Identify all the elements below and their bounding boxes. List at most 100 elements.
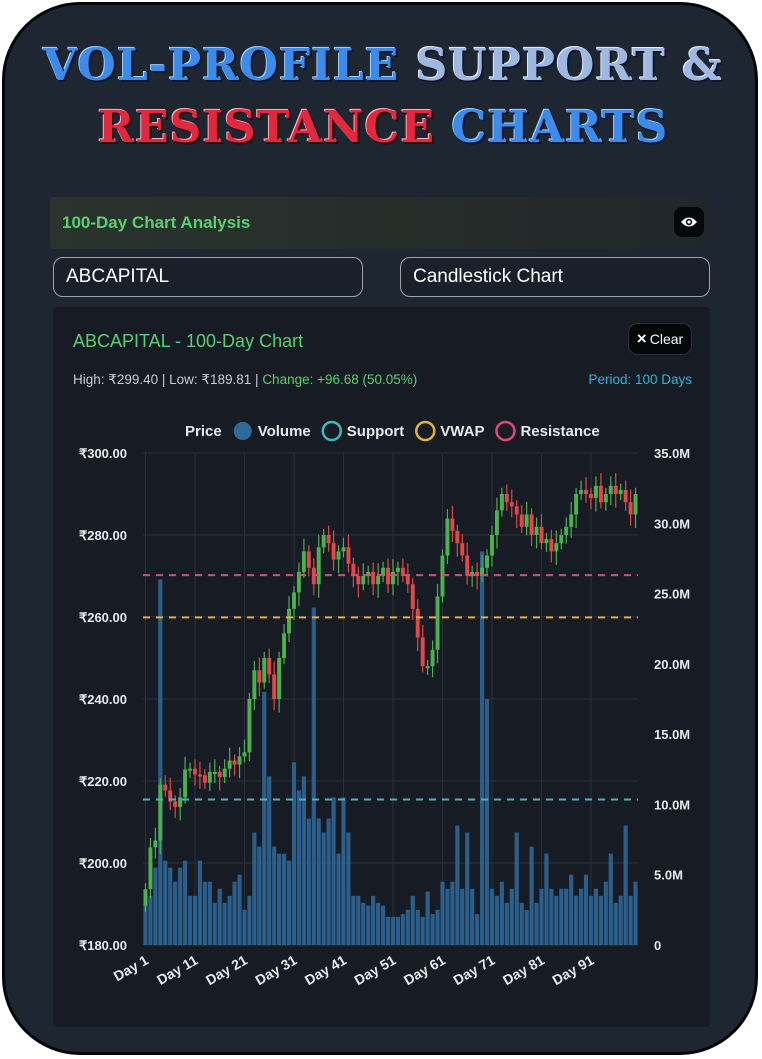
volume-bar [405, 909, 410, 945]
volume-bar [455, 825, 460, 945]
volume-bar [158, 579, 163, 945]
price-axis-label: ₹300.00 [79, 446, 127, 461]
volume-bar [608, 853, 613, 945]
volume-bar [202, 881, 207, 945]
legend-item: VWAP [440, 423, 484, 440]
volume-bar [395, 916, 401, 945]
candle-body [524, 514, 529, 527]
volume-bar [489, 888, 495, 945]
price-axis-label: ₹200.00 [79, 856, 127, 871]
volume-bar [311, 607, 316, 945]
candle-body [613, 485, 618, 494]
volume-bar [628, 895, 633, 945]
period-text: Period: 100 Days [588, 372, 692, 387]
title-support: SUPPORT & [415, 40, 723, 91]
volume-bar [578, 888, 584, 945]
candle-body [247, 699, 252, 753]
candle-body [584, 489, 589, 494]
candle-body [361, 576, 366, 585]
volume-bar [390, 916, 396, 945]
volume-bar [252, 832, 257, 945]
volume-bar [306, 818, 311, 945]
symbol-input[interactable]: ABCAPITAL [53, 257, 363, 297]
candle-body [395, 567, 400, 572]
candle-body [430, 649, 435, 667]
candle-body [504, 494, 509, 503]
candle-body [376, 576, 381, 585]
volume-bar [257, 846, 262, 945]
volume-bar [187, 895, 193, 945]
volume-bar [529, 846, 534, 945]
candle-body [569, 514, 574, 527]
volume-bar [400, 914, 405, 945]
volume-bar [544, 853, 549, 945]
volume-bar [588, 895, 594, 945]
volume-bar [549, 888, 554, 945]
volume-bar [301, 776, 306, 945]
volume-bar [182, 860, 188, 945]
candle-body [287, 608, 292, 634]
candle-body [509, 502, 514, 507]
volume-bar [484, 699, 490, 945]
price-axis-label: ₹260.00 [79, 610, 127, 625]
toggle-visibility-button[interactable] [674, 207, 704, 237]
title-resistance: RESISTANCE [97, 102, 436, 153]
panel-title: 100-Day Chart Analysis [62, 213, 251, 232]
candle-body [356, 576, 361, 585]
chart-type-select[interactable]: Candlestick Chart [400, 257, 710, 297]
price-axis-label: ₹280.00 [79, 528, 127, 543]
volume-bar [385, 916, 391, 945]
price-axis-label: ₹220.00 [79, 774, 127, 789]
clear-button[interactable]: × Clear [628, 323, 692, 355]
volume-bar [564, 888, 569, 945]
candle-body [296, 571, 301, 593]
volume-bar [217, 888, 222, 945]
candle-body [148, 847, 153, 890]
volume-bar [351, 895, 356, 945]
volume-bar [623, 825, 628, 945]
price-axis-label: ₹180.00 [79, 938, 127, 953]
volume-bar [460, 888, 465, 945]
volume-bar [143, 902, 148, 945]
candle-body [306, 551, 311, 568]
candle-body [316, 547, 321, 585]
candle-body [425, 666, 430, 669]
volume-bar [168, 867, 173, 945]
candle-body [445, 518, 450, 556]
volume-bar [341, 797, 346, 945]
candle-body [386, 567, 391, 585]
volume-bar [316, 818, 321, 945]
volume-axis-label: 15.0M [654, 727, 690, 742]
volume-axis-label: 10.0M [654, 797, 690, 812]
volume-bar [376, 902, 381, 945]
legend-marker [495, 420, 516, 442]
volume-bar [178, 867, 183, 945]
price-axis-label: ₹240.00 [79, 692, 127, 707]
volume-bar [574, 895, 579, 945]
x-axis-label: Day 61 [401, 952, 448, 989]
volume-bar [479, 551, 485, 945]
candle-body [608, 485, 613, 494]
legend-item: Price [185, 423, 222, 440]
x-axis-label: Day 51 [351, 952, 398, 989]
candlestick-chart: ₹300.00 ₹280.00 ₹260.00 ₹240.00 ₹220.00 ₹200.… [79, 420, 690, 989]
candle-body [559, 535, 564, 544]
volume-bar [435, 909, 440, 945]
candle-body [489, 535, 494, 556]
analysis-panel-header: 100-Day Chart Analysis [50, 197, 710, 249]
volume-bar [346, 832, 351, 945]
candle-body [598, 485, 603, 503]
candle-body [217, 771, 222, 777]
volume-bar [380, 905, 386, 945]
volume-bar [475, 914, 480, 945]
candle-body [618, 489, 623, 494]
volume-bar [232, 881, 237, 945]
candle-body [534, 526, 539, 535]
volume-bar [519, 902, 524, 945]
candle-body [232, 760, 237, 765]
candle-body [257, 670, 262, 683]
candle-body [336, 551, 341, 560]
candle-body [212, 771, 217, 774]
page-title-line-1: VOL-PROFILE SUPPORT & [5, 39, 755, 93]
volume-bar [326, 818, 331, 945]
